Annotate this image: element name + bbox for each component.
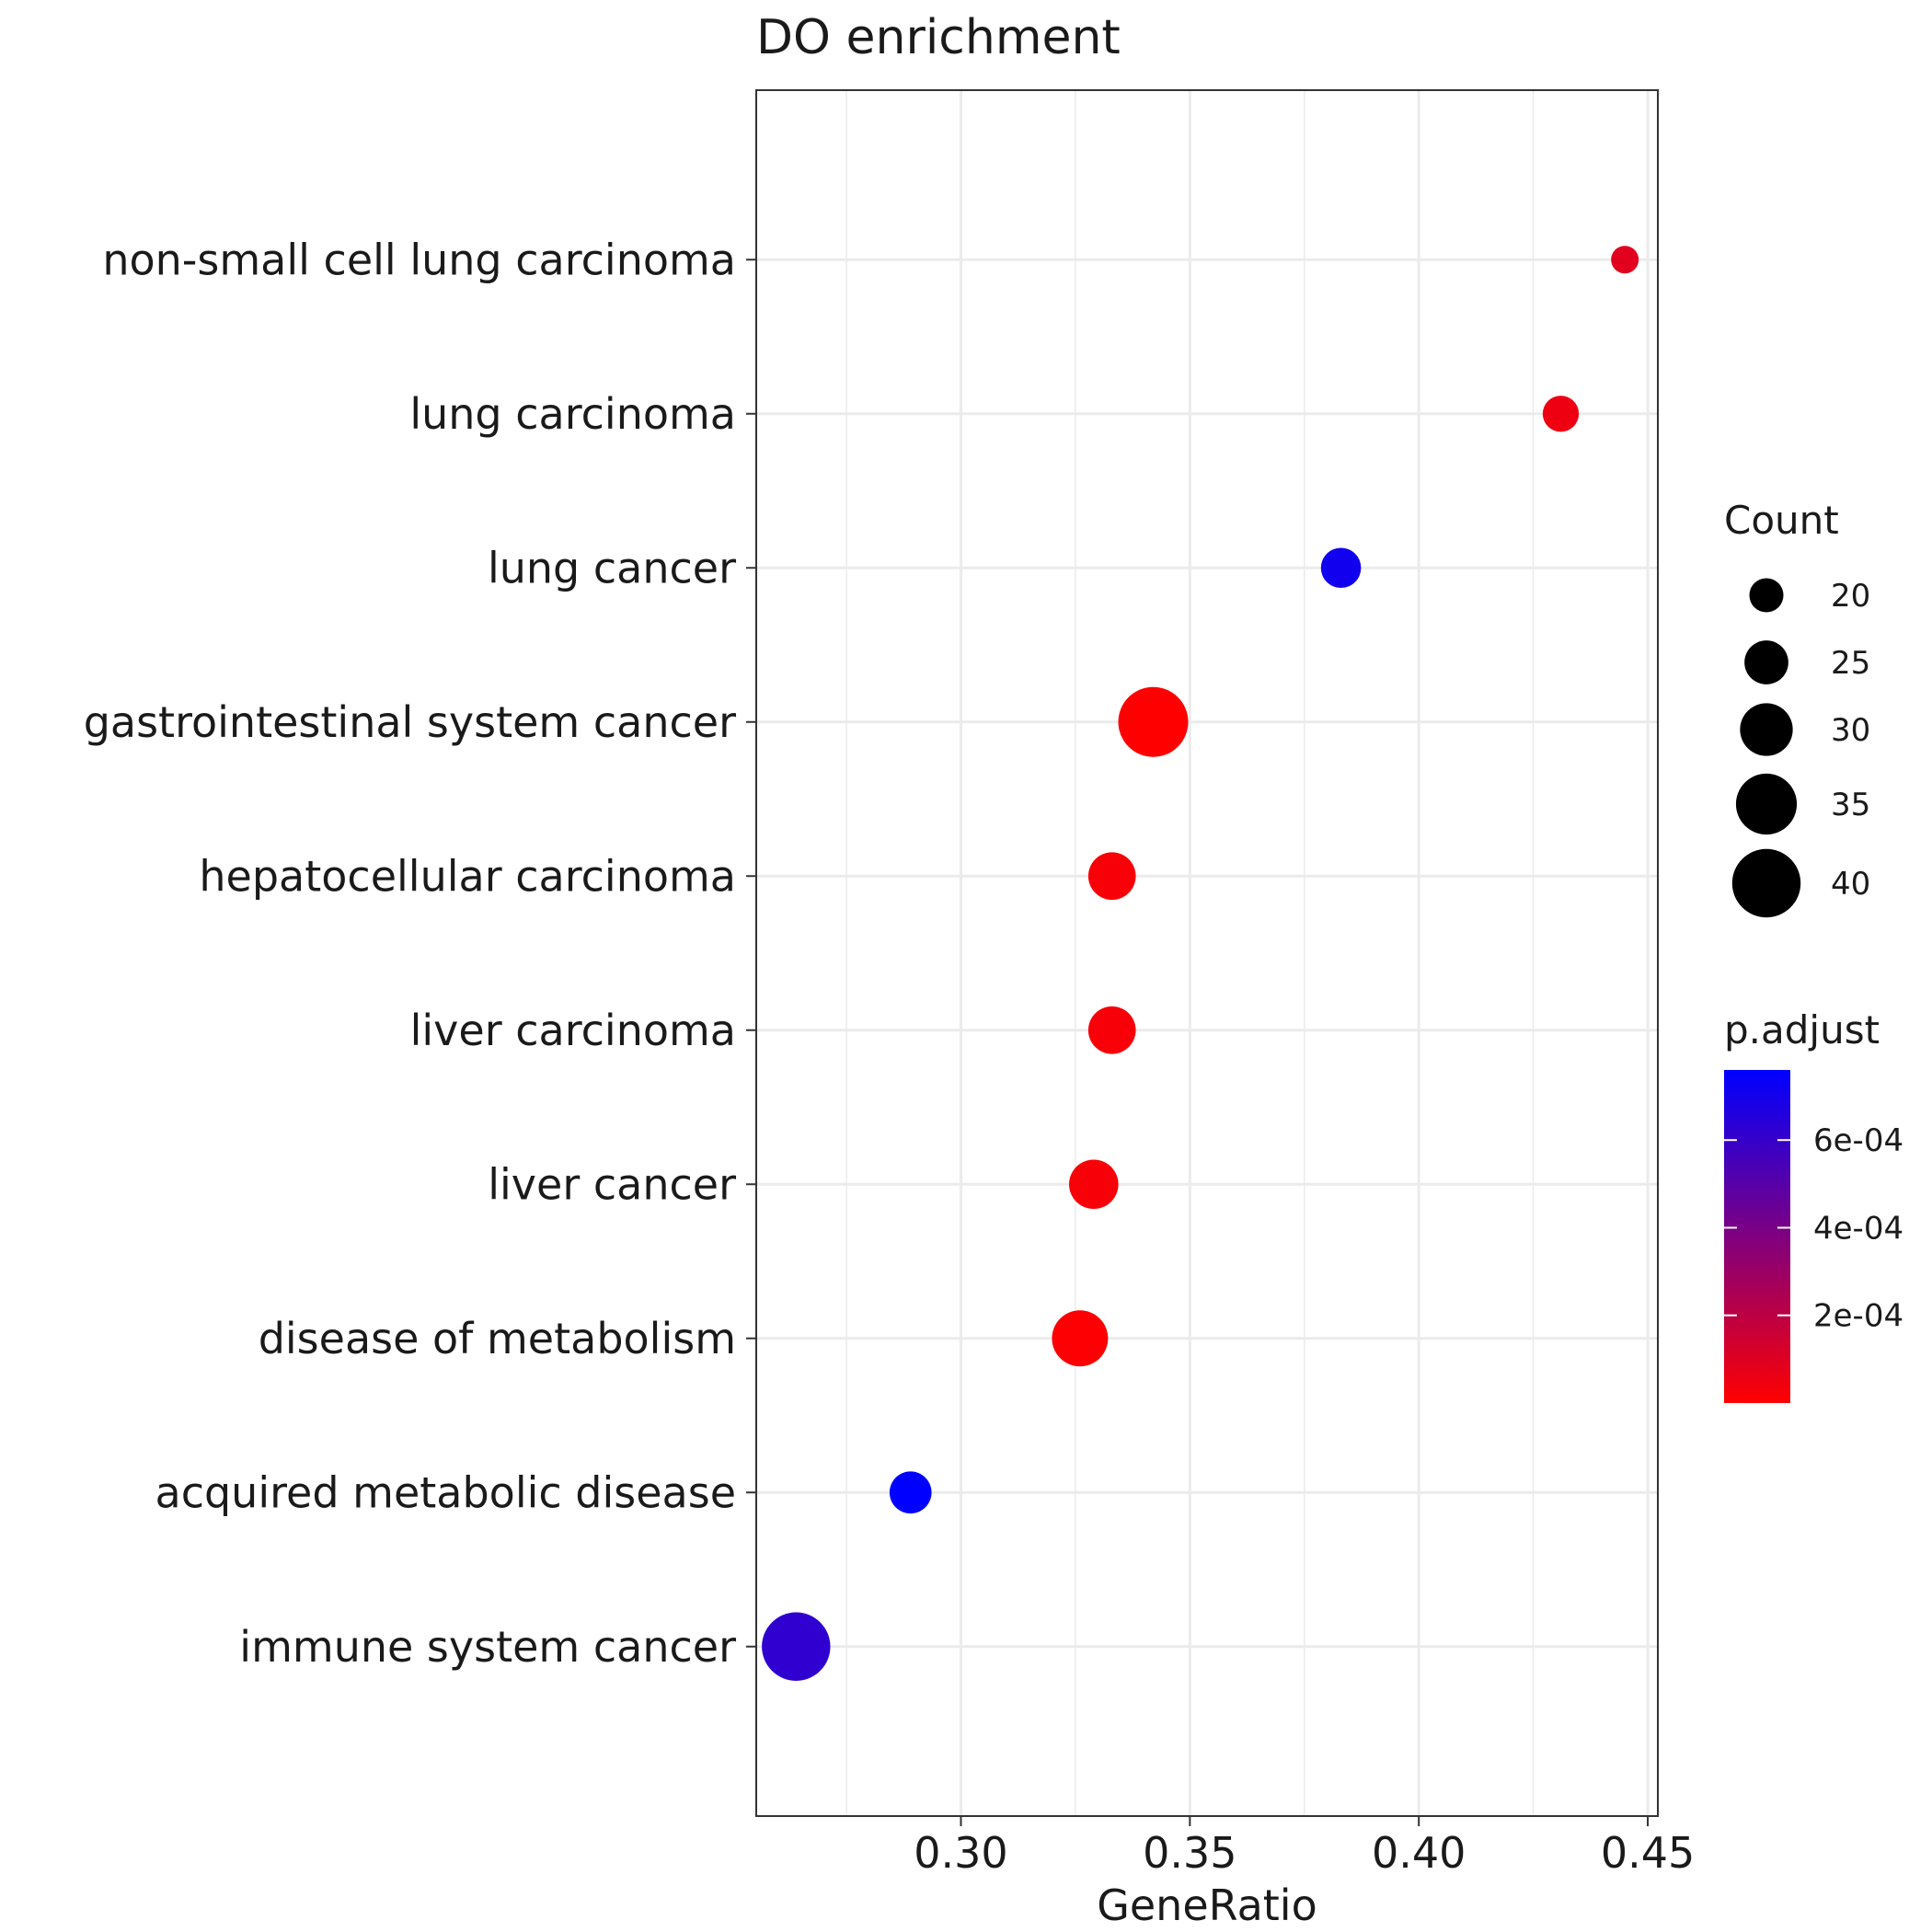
count-legend-key [1744, 640, 1788, 684]
y-tick-label: non-small cell lung carcinoma [102, 235, 736, 284]
y-tick-label: gastrointestinal system cancer [84, 697, 736, 747]
data-point [1087, 1006, 1136, 1054]
y-tick-label: liver cancer [488, 1159, 736, 1209]
count-legend-key [1731, 848, 1801, 918]
y-tick-label: liver carcinoma [410, 1006, 736, 1055]
count-legend-label: 25 [1831, 645, 1870, 682]
y-tick-label: hepatocellular carcinoma [199, 851, 736, 901]
data-point [1611, 246, 1639, 274]
count-legend-title: Count [1724, 498, 1839, 543]
p-adjust-tick-label: 6e-04 [1813, 1122, 1903, 1159]
count-legend: 20 25 30 35 40 [1731, 578, 1870, 918]
y-tick-label: immune system cancer [239, 1622, 736, 1672]
p-adjust-colorbar [1724, 1070, 1790, 1403]
p-adjust-legend-ticks: 2e-04 4e-04 6e-04 [1724, 1122, 1903, 1335]
y-tick-label: lung cancer [488, 543, 736, 592]
x-tick-label: 0.35 [1143, 1828, 1236, 1878]
major-gridlines-x [959, 90, 1650, 1816]
count-legend-label: 40 [1831, 866, 1870, 903]
data-point [1320, 547, 1362, 589]
plot-panel [756, 90, 1658, 1816]
plot-border [755, 89, 1659, 1817]
count-legend-label: 20 [1831, 578, 1870, 615]
chart-title: DO enrichment [756, 10, 1121, 65]
p-adjust-tick-label: 2e-04 [1813, 1298, 1903, 1335]
count-legend-key [1740, 703, 1793, 756]
minor-gridlines [845, 90, 1535, 1816]
y-tick-label: lung carcinoma [409, 389, 736, 439]
data-point [889, 1471, 932, 1514]
major-gridlines-y [756, 258, 1658, 1649]
x-tick-label: 0.30 [914, 1828, 1007, 1878]
count-legend-key [1749, 578, 1784, 613]
x-tick-label: 0.40 [1372, 1828, 1466, 1878]
data-point [1118, 686, 1189, 757]
data-point [1542, 396, 1580, 432]
x-axis-title: GeneRatio [1097, 1880, 1317, 1930]
y-tick-label: disease of metabolism [259, 1314, 736, 1363]
data-point [1052, 1310, 1109, 1367]
count-legend-label: 30 [1831, 712, 1870, 749]
data-points [762, 246, 1639, 1681]
data-point [1087, 852, 1136, 901]
p-adjust-legend-title: p.adjust [1724, 1007, 1880, 1052]
p-adjust-tick-label: 4e-04 [1813, 1210, 1903, 1247]
data-point [762, 1612, 831, 1681]
x-tick-label: 0.45 [1601, 1828, 1695, 1878]
x-axis: 0.30 0.35 0.40 0.45 [914, 1816, 1695, 1878]
y-axis: immune system cancer acquired metabolic d… [84, 235, 756, 1672]
count-legend-key [1735, 773, 1798, 835]
count-legend-label: 35 [1831, 787, 1870, 823]
data-point [1069, 1159, 1119, 1210]
y-tick-label: acquired metabolic disease [155, 1467, 737, 1517]
